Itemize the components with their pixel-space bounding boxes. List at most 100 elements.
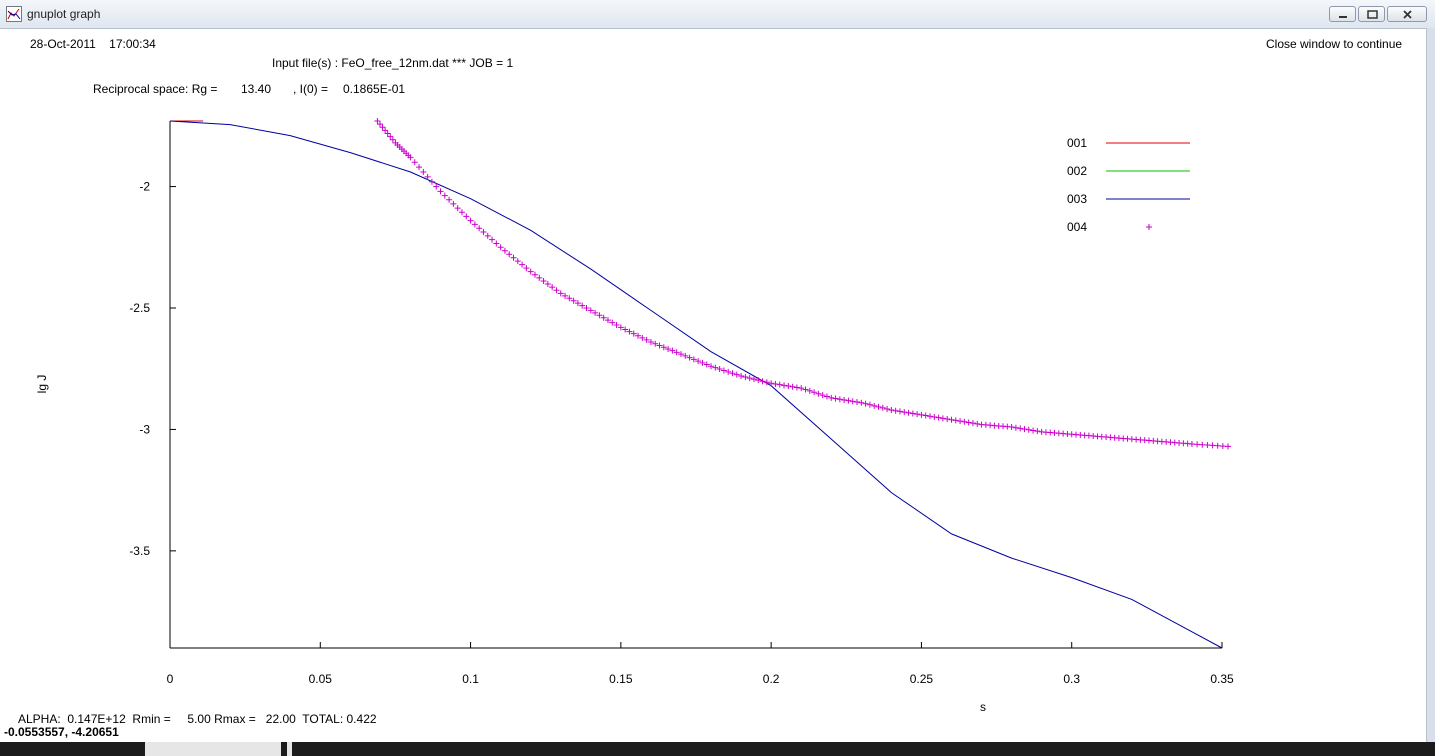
series-004-point <box>673 349 680 356</box>
series-004-point <box>420 169 427 175</box>
series-004-point <box>557 290 564 297</box>
series-004-point <box>862 400 869 407</box>
series-004-point <box>776 381 783 388</box>
series-004-point <box>411 159 418 166</box>
series-004-point <box>763 379 770 386</box>
series-004-point <box>858 399 865 406</box>
series-004-point <box>376 121 383 128</box>
series-004-point <box>622 326 629 333</box>
input-files-label: Input file(s) : FeO_free_12nm.dat *** JO… <box>272 56 514 70</box>
series-004-point <box>579 302 586 309</box>
series-004-point <box>389 136 396 143</box>
close-button[interactable] <box>1387 6 1427 22</box>
series-004-point <box>789 383 796 390</box>
series-004-point <box>484 232 491 239</box>
series-004-point <box>523 265 530 272</box>
rg-value: 13.40 <box>241 82 272 96</box>
series-004-point <box>604 317 611 324</box>
y-axis-label: lg J <box>35 375 49 394</box>
legend-label-003: 003 <box>1067 192 1087 206</box>
x-tick-label: 0.15 <box>609 672 633 686</box>
series-003-line <box>169 120 1223 649</box>
series-004-point <box>695 358 702 365</box>
series-004-point <box>1188 441 1195 447</box>
series-004-point <box>1209 442 1216 449</box>
series-004-point <box>969 420 976 427</box>
series-004-point <box>750 376 757 383</box>
x-tick-label: 0.1 <box>462 672 479 686</box>
series-004-point <box>703 361 710 368</box>
series-004-point <box>884 405 891 412</box>
series-004-point <box>527 268 534 275</box>
series-004-point <box>935 414 942 421</box>
series-004-point <box>716 366 723 373</box>
series-004-point <box>742 374 749 381</box>
series-004-point <box>918 411 925 418</box>
series-004-point <box>781 382 788 389</box>
window-frame-right <box>1426 28 1435 746</box>
series-004-point <box>785 383 792 390</box>
series-004-point <box>540 277 547 284</box>
minimize-button[interactable] <box>1329 6 1356 22</box>
series-004-point <box>909 410 916 417</box>
series-004-point <box>446 196 453 203</box>
series-004-point <box>927 413 934 420</box>
series-004-point <box>854 399 861 406</box>
series-004-point <box>1034 428 1041 435</box>
series-004-point <box>819 392 826 399</box>
series-004-point <box>948 416 955 423</box>
restore-button[interactable] <box>1358 6 1385 22</box>
minimize-icon <box>1339 16 1347 18</box>
series-004-point <box>733 371 740 378</box>
series-004-point <box>965 419 972 426</box>
series-004-point <box>879 404 886 411</box>
close-icon <box>1403 10 1412 19</box>
series-004-point <box>531 271 538 278</box>
series-004-point <box>759 378 766 385</box>
series-004-point <box>772 380 779 387</box>
series-004-point <box>1199 441 1206 448</box>
series-004-point <box>957 418 964 425</box>
series-004-point <box>583 305 590 311</box>
series-004-point <box>536 274 543 281</box>
series-004-point <box>501 247 508 254</box>
series-004-point <box>514 258 521 265</box>
series-004-point <box>905 409 912 416</box>
series-004-point <box>570 297 577 304</box>
x-axis-label: s <box>980 700 986 714</box>
series-004-point <box>901 409 908 416</box>
y-tick-label: -2 <box>139 180 150 194</box>
series-004-point <box>647 339 654 345</box>
x-tick-label: 0 <box>167 672 174 686</box>
series-004-point <box>463 213 470 220</box>
series-004-point <box>746 375 753 382</box>
series-004-point <box>384 130 391 137</box>
series-004-point <box>1030 427 1037 434</box>
series-004-point <box>690 356 697 363</box>
series-004-point <box>806 387 813 394</box>
x-tick-label: 0.05 <box>309 672 333 686</box>
legend-marker-004 <box>1146 224 1152 230</box>
series-004-point <box>617 324 624 331</box>
series-004-point <box>952 417 959 424</box>
series-004-point <box>510 254 517 261</box>
close-window-hint: Close window to continue <box>1266 37 1403 51</box>
series-004-point <box>574 300 581 307</box>
series-004-point <box>871 402 878 409</box>
i0-label: , I(0) = <box>293 82 329 96</box>
y-tick-label: -3.5 <box>129 544 150 558</box>
status-segment <box>287 742 292 756</box>
window-titlebar: gnuplot graph <box>0 0 1435 29</box>
series-004-point <box>374 118 381 124</box>
series-004-point <box>811 389 818 396</box>
series-004-point <box>562 292 569 299</box>
series-004-point <box>961 418 968 425</box>
series-004-point <box>506 251 513 258</box>
series-004-point <box>802 386 809 393</box>
series-004-point <box>467 217 474 224</box>
series-004-point <box>450 200 457 207</box>
legend-label-004: 004 <box>1067 220 1087 234</box>
y-tick-label: -3 <box>139 422 150 436</box>
series-004-point <box>596 312 603 319</box>
